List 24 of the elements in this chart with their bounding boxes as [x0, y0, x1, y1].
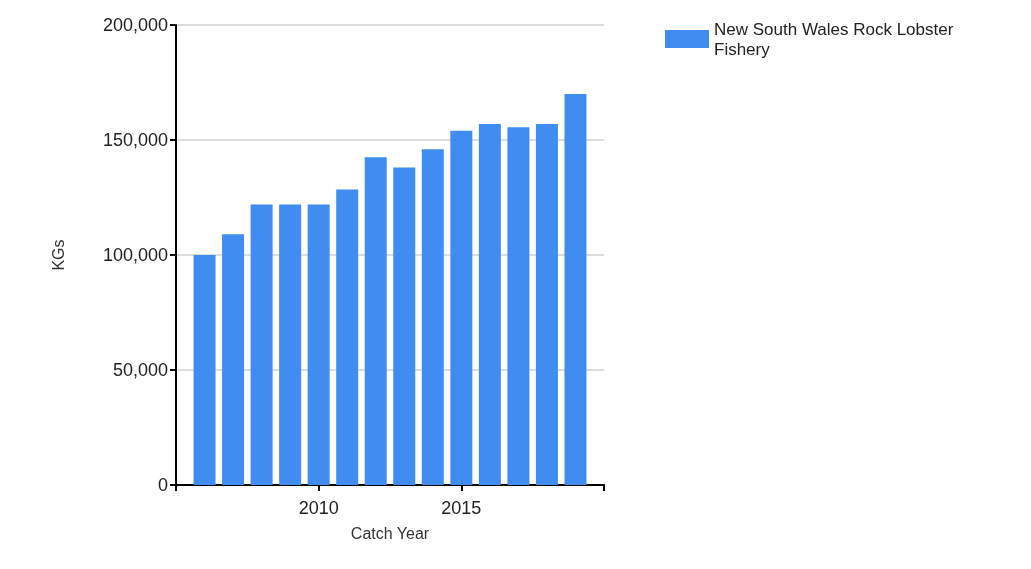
bar [564, 94, 587, 485]
bar [279, 204, 302, 485]
x-axis-title: Catch Year [350, 524, 430, 542]
bar [307, 204, 330, 485]
bar [222, 234, 245, 485]
x-tick-label: 2015 [441, 498, 482, 518]
bar [535, 123, 558, 485]
bar [193, 255, 216, 485]
y-tick-label: 0 [157, 475, 168, 495]
bar [250, 204, 273, 485]
bar [450, 130, 473, 485]
y-axis-title: KGs [49, 239, 67, 271]
bar [393, 167, 416, 485]
bar [478, 123, 501, 485]
legend-label: New South Wales Rock Lobster Fishery [714, 19, 954, 59]
bar [336, 189, 359, 485]
y-tick-label: 150,000 [102, 130, 168, 150]
y-tick-label: 200,000 [102, 15, 168, 35]
bar [507, 127, 530, 485]
bar [421, 149, 444, 485]
y-tick-label: 100,000 [102, 245, 168, 265]
bar [364, 157, 387, 485]
x-tick-label: 2010 [298, 498, 339, 518]
y-tick-label: 50,000 [112, 360, 168, 380]
